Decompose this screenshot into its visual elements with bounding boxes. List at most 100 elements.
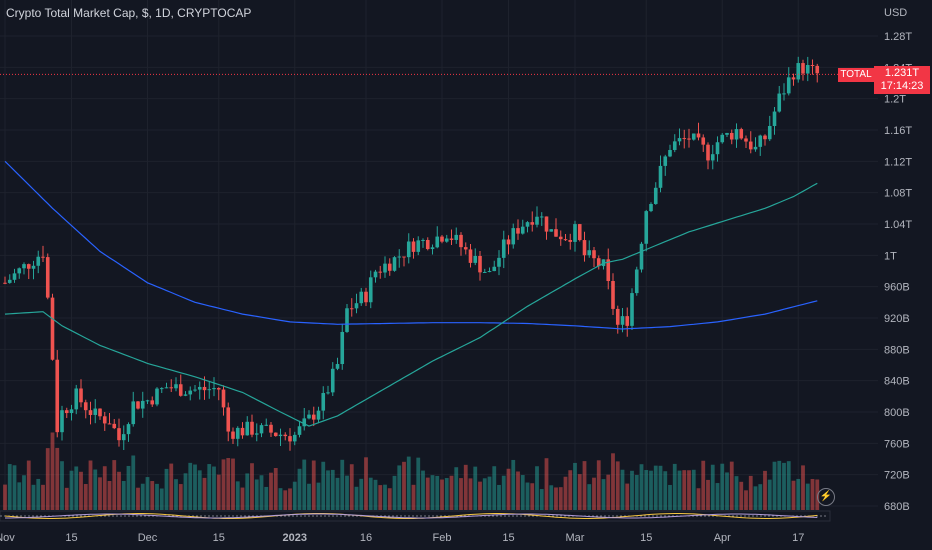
volume-bar — [121, 480, 126, 510]
volume-bar — [60, 461, 64, 510]
candle-body — [786, 77, 791, 94]
candle-body — [64, 410, 69, 414]
volume-bar — [22, 475, 26, 510]
volume-bar — [288, 488, 292, 510]
volume-bar — [345, 475, 349, 510]
time-tick-label: Mar — [566, 532, 585, 544]
volume-bar — [625, 483, 630, 510]
candle-body — [93, 408, 98, 415]
currency-label: USD — [884, 7, 907, 19]
volume-bar — [668, 484, 672, 510]
volume-bar — [69, 470, 74, 510]
candle-body — [88, 410, 93, 415]
price-tick-label: 800B — [884, 407, 910, 419]
candle-body — [349, 308, 354, 310]
volume-bar — [359, 478, 364, 510]
candle-body — [216, 388, 221, 390]
volume-bar — [701, 460, 706, 510]
candle-body — [373, 271, 378, 278]
candle-body — [321, 393, 326, 411]
volume-bar — [36, 478, 41, 510]
candle-body — [397, 256, 402, 258]
lightning-icon[interactable]: ⚡ — [817, 488, 835, 506]
candle-body — [454, 234, 459, 240]
candle-body — [516, 228, 520, 234]
candle-body — [383, 263, 387, 273]
price-tick-label: 880B — [884, 344, 910, 356]
volume-bar — [601, 479, 606, 510]
candle-body — [354, 303, 359, 309]
price-tick-label: 680B — [884, 501, 910, 513]
price-tick-label: 1.12T — [884, 156, 912, 168]
candle-body — [691, 133, 696, 140]
candle-body — [763, 135, 767, 140]
candle-body — [345, 308, 349, 332]
candle-body — [449, 238, 454, 240]
candle-body — [644, 211, 649, 244]
price-axis[interactable]: 1.28T1.24T1.2T1.16T1.12T1.08T1.04T1T960B… — [884, 31, 912, 513]
candle-body — [544, 216, 549, 232]
candle-body — [748, 141, 753, 150]
candle-body — [468, 249, 473, 263]
candle-body — [520, 226, 525, 234]
volume-bar — [50, 432, 55, 510]
volume-bar — [216, 474, 221, 510]
volume-bar — [26, 460, 31, 510]
candle-body — [630, 293, 634, 326]
candle-body — [734, 129, 739, 140]
candle-body — [269, 424, 273, 433]
candle-body — [625, 316, 630, 326]
price-tick-label: 920B — [884, 313, 910, 325]
volume-bar — [183, 473, 188, 510]
volume-bar — [221, 459, 226, 510]
volume-bar — [810, 478, 815, 510]
time-axis[interactable]: Nov 15 Dec 15 2023 16 Feb 15 Mar 15 Apr 17 — [0, 532, 804, 544]
volume-bar — [744, 490, 748, 510]
candle-body — [283, 434, 288, 437]
volume-bar — [535, 466, 539, 510]
time-tick-label: Nov — [0, 532, 15, 544]
volume-bar — [373, 479, 378, 510]
volume-bar — [112, 460, 117, 510]
volume-bar — [145, 477, 150, 510]
candle-body — [278, 434, 283, 437]
volume-bar — [573, 462, 577, 510]
candle-body — [805, 64, 810, 74]
volume-bar — [511, 459, 516, 510]
volume-bar — [283, 490, 288, 510]
candle-body — [188, 390, 193, 395]
candlestick-series — [3, 56, 820, 451]
volume-bar — [454, 467, 459, 510]
volume-bars — [3, 432, 820, 510]
candle-body — [563, 239, 568, 241]
volume-bar — [710, 464, 715, 510]
candle-body — [221, 389, 226, 408]
oscillator-frame — [0, 510, 831, 522]
candle-body — [402, 256, 406, 258]
volume-bar — [487, 476, 492, 510]
candle-body — [145, 400, 150, 402]
candle-body — [416, 240, 421, 252]
candle-body — [539, 216, 544, 218]
candle-body — [26, 264, 31, 269]
candle-body — [720, 134, 725, 143]
candle-body — [102, 416, 107, 424]
volume-bar — [31, 484, 36, 510]
candle-body — [549, 229, 554, 232]
time-tick-label: 15 — [213, 532, 225, 544]
volume-bar — [587, 484, 592, 510]
volume-bar — [335, 477, 340, 510]
candle-body — [791, 77, 796, 80]
oscillator-pane — [0, 510, 831, 522]
candle-body — [292, 434, 297, 442]
candle-body — [197, 386, 202, 390]
price-tick-label: 840B — [884, 376, 910, 388]
candle-body — [74, 388, 79, 410]
volume-bar — [212, 466, 216, 510]
candle-body — [682, 138, 687, 140]
candle-body — [658, 165, 663, 188]
candle-body — [506, 239, 511, 245]
price-tick-label: 1.04T — [884, 219, 912, 231]
candle-body — [264, 424, 269, 426]
